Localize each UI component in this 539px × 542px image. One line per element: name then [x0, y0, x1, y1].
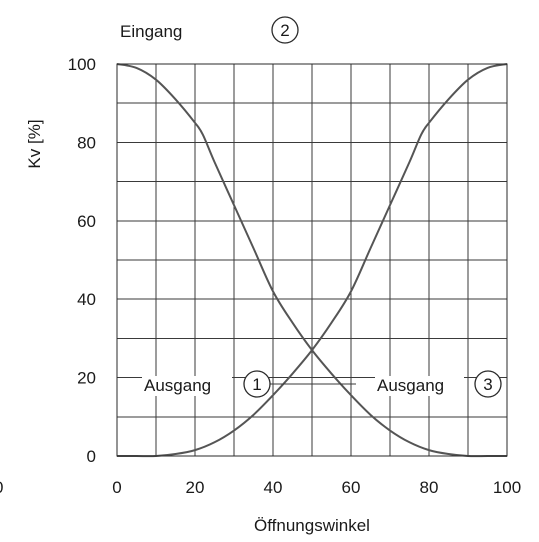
x-tick-label: 80: [420, 478, 439, 497]
annotation-badge-number: 2: [280, 21, 289, 40]
y-tick-label: 100: [68, 55, 96, 74]
annotation-badge-circle: [474, 370, 502, 398]
annotation-label: Eingang: [120, 22, 182, 41]
annotation-badge-circle: [271, 16, 299, 44]
x-tick-label: 20: [186, 478, 205, 497]
x-axis-label: Öffnungswinkel: [254, 516, 370, 535]
annotation-badge-circle: [243, 370, 271, 398]
y-tick-label: 20: [77, 369, 96, 388]
x-tick-label: 40: [264, 478, 283, 497]
y-axis-label: Kv [%]: [25, 119, 44, 168]
annotation-label: Ausgang: [377, 376, 444, 395]
series-line-2: [117, 63, 508, 458]
x-tick-label: 60: [342, 478, 361, 497]
series-line-1: [116, 63, 507, 458]
y-tick-label: 60: [77, 212, 96, 231]
curves: [116, 63, 508, 458]
grid: [117, 64, 507, 456]
plot-frame: [116, 63, 508, 457]
annotations: Eingang 2 Ausgang 1 Ausgang 3: [120, 16, 502, 398]
y-tick-label: 40: [77, 290, 96, 309]
annotation-badge-number: 1: [252, 375, 261, 394]
annotation-label: Ausgang: [144, 376, 211, 395]
annotation-backdrop: [142, 376, 232, 396]
x-tick-label-cut: 0: [0, 478, 3, 497]
annotation-backdrop: [375, 376, 464, 396]
y-tick-label: 0: [87, 447, 96, 466]
tick-labels: 0 20 40 60 80 100 0 20 40 60 80 100: [68, 55, 522, 497]
x-tick-label: 0: [112, 478, 121, 497]
y-tick-label: 80: [77, 133, 96, 152]
annotation-badge-number: 3: [483, 375, 492, 394]
x-tick-label: 100: [493, 478, 521, 497]
